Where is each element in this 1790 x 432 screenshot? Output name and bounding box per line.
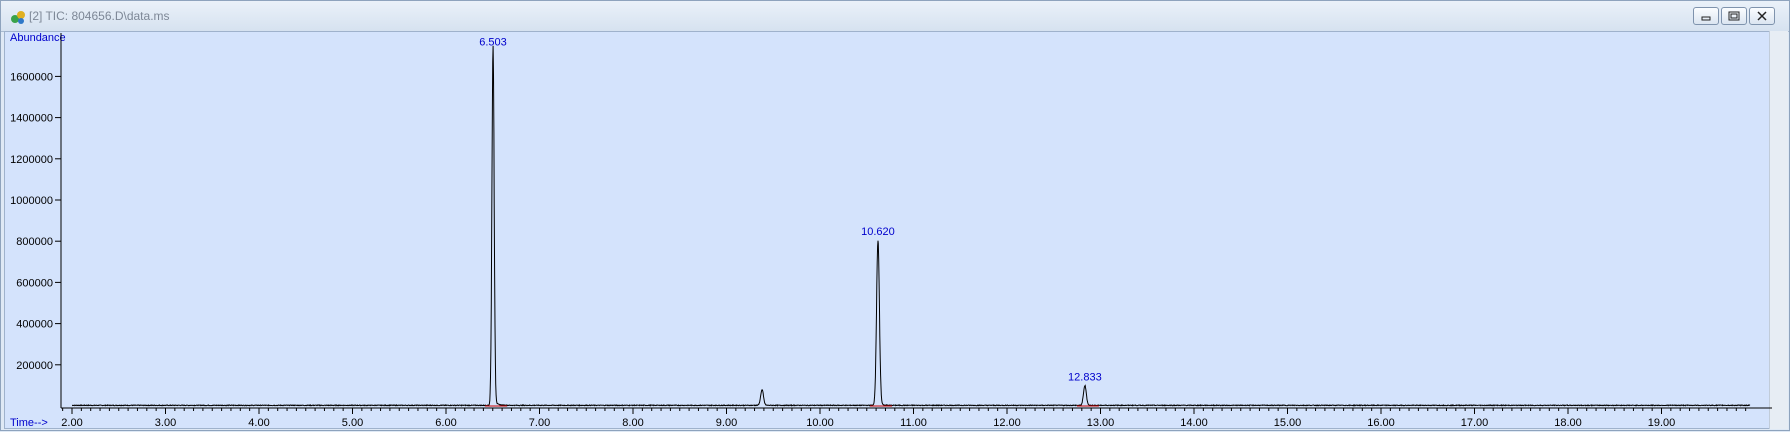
y-tick-label: 400000 (16, 319, 53, 331)
x-tick-label: 13.00 (1087, 417, 1115, 429)
x-tick-label: 19.00 (1648, 417, 1676, 429)
y-tick-label: 1600000 (10, 71, 53, 83)
x-tick-label: 8.00 (622, 417, 643, 429)
y-axis-label: Abundance (10, 32, 66, 44)
window-title: [2] TIC: 804656.D\data.ms (29, 9, 170, 23)
restore-icon (1728, 11, 1740, 21)
y-tick-label: 200000 (16, 360, 53, 372)
x-tick-label: 14.00 (1180, 417, 1208, 429)
x-tick-label: 12.00 (993, 417, 1021, 429)
x-tick-label: 3.00 (155, 417, 176, 429)
x-tick-label: 9.00 (716, 417, 737, 429)
x-tick-label: 10.00 (806, 417, 834, 429)
x-tick-label: 18.00 (1554, 417, 1582, 429)
restore-button[interactable] (1721, 7, 1747, 25)
x-tick-label: 4.00 (248, 417, 269, 429)
x-tick-label: 16.00 (1367, 417, 1395, 429)
peak-label: 10.620 (861, 226, 895, 238)
y-tick-label: 1200000 (10, 154, 53, 166)
vertical-scrollbar[interactable] (1769, 31, 1788, 429)
x-tick-label: 11.00 (900, 417, 927, 429)
y-tick-label: 800000 (16, 236, 53, 248)
x-axis-label: Time--> (10, 417, 48, 429)
x-tick-label: 2.00 (61, 417, 82, 429)
chemstation-app-icon (11, 11, 25, 24)
x-tick-label: 6.00 (435, 417, 456, 429)
minimize-icon (1701, 16, 1711, 21)
peak-label: 12.833 (1068, 371, 1102, 383)
y-tick-label: 1400000 (10, 113, 53, 125)
minimize-button[interactable] (1693, 7, 1719, 25)
x-tick-label: 7.00 (529, 417, 550, 429)
x-tick-label: 5.00 (342, 417, 363, 429)
tic-trace (72, 45, 1751, 407)
x-tick-label: 15.00 (1274, 417, 1302, 429)
y-tick-label: 600000 (16, 277, 53, 289)
y-tick-label: 1000000 (10, 195, 53, 207)
close-button[interactable] (1749, 7, 1775, 25)
close-icon (1757, 11, 1767, 21)
peak-label: 6.503 (479, 37, 507, 49)
x-tick-label: 17.00 (1461, 417, 1489, 429)
title-bar[interactable]: [2] TIC: 804656.D\data.ms (1, 1, 1789, 32)
chart-area (4, 31, 1786, 429)
